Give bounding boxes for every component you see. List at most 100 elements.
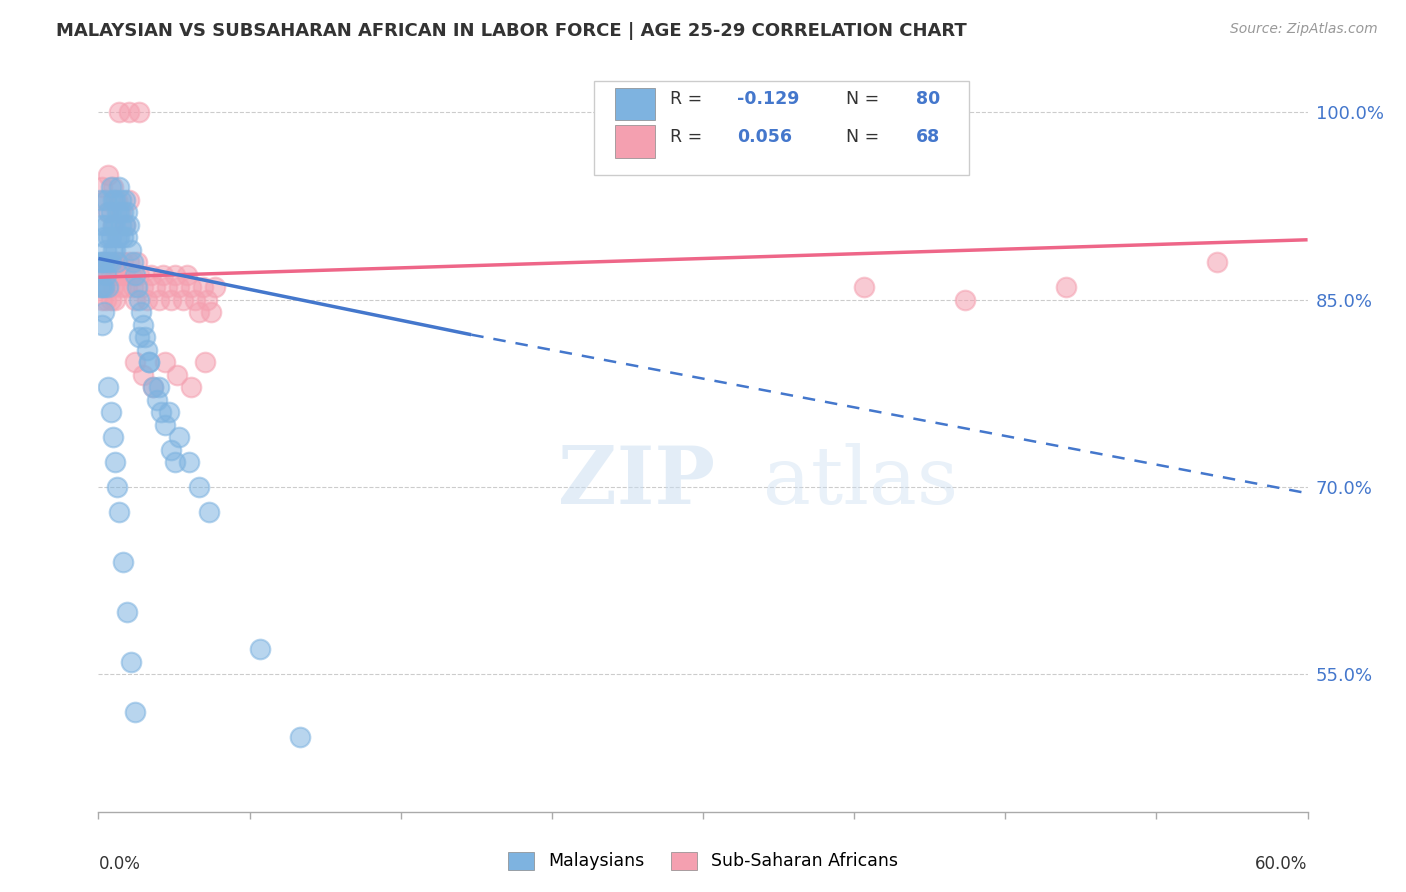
Point [91,280,114,294]
Point [146,392,169,407]
Point [179,455,201,469]
Point [91,180,114,194]
Point [101,218,124,232]
Point [114,193,136,207]
Point [103,193,125,207]
Point [101,193,124,207]
Point [143,280,166,294]
Point [91,218,114,232]
Point [89,268,111,282]
Point [288,730,311,744]
Point [149,405,172,419]
Point [101,280,124,294]
Point [160,442,183,457]
Point [167,430,190,444]
Point [100,230,122,244]
Point [135,293,157,307]
Text: 0.0%: 0.0% [98,855,141,873]
Point [96,293,118,307]
Text: N =: N = [845,128,884,145]
Point [91,255,114,269]
Point [180,380,202,394]
Point [114,268,136,282]
Point [853,280,876,294]
Point [101,218,124,232]
Point [194,355,217,369]
Point [97,230,120,244]
Point [100,255,122,269]
Point [93,305,115,319]
Point [115,280,138,294]
Text: N =: N = [845,90,884,108]
Point [132,368,155,382]
Point [135,343,157,357]
Point [1054,280,1077,294]
Point [148,380,170,394]
Text: 68: 68 [915,128,941,145]
Point [101,430,124,444]
Text: Source: ZipAtlas.com: Source: ZipAtlas.com [1230,22,1378,37]
Point [93,255,115,269]
Point [89,280,111,294]
Point [97,380,120,394]
Point [103,268,125,282]
Text: ZIP: ZIP [558,443,714,521]
Point [124,355,146,369]
Point [101,255,124,269]
Point [198,505,221,519]
Point [100,293,122,307]
Point [100,268,122,282]
Point [120,243,142,257]
Point [166,368,188,382]
Point [180,280,202,294]
Point [107,180,129,194]
Point [103,293,125,307]
Point [110,193,132,207]
Point [107,268,129,282]
Point [91,318,114,332]
Point [139,268,162,282]
Point [96,218,118,232]
Point [105,255,128,269]
Legend: Malaysians, Sub-Saharan Africans: Malaysians, Sub-Saharan Africans [509,852,897,871]
Text: -0.129: -0.129 [737,90,799,108]
Point [125,255,148,269]
Point [111,555,134,569]
Point [124,268,146,282]
Point [105,205,128,219]
Point [105,480,128,494]
Point [93,230,115,244]
Point [107,205,129,219]
Point [152,268,174,282]
Point [188,305,211,319]
Point [114,218,136,232]
Point [110,205,132,219]
Point [157,405,180,419]
Point [128,293,150,307]
Point [118,255,141,269]
Point [163,455,186,469]
Point [110,280,132,294]
Point [96,243,118,257]
Point [107,505,129,519]
Point [93,280,115,294]
Text: MALAYSIAN VS SUBSAHARAN AFRICAN IN LABOR FORCE | AGE 25-29 CORRELATION CHART: MALAYSIAN VS SUBSAHARAN AFRICAN IN LABOR… [56,22,967,40]
Text: 60.0%: 60.0% [1256,855,1308,873]
Point [89,193,111,207]
Point [103,455,125,469]
Point [172,293,194,307]
Point [115,230,138,244]
Point [91,293,114,307]
Point [115,205,138,219]
Point [184,293,207,307]
Point [101,180,124,194]
Point [249,642,271,657]
Point [103,218,125,232]
Point [105,230,128,244]
Point [107,105,129,120]
Point [121,280,143,294]
Point [97,280,120,294]
Point [96,193,118,207]
Point [114,218,136,232]
Bar [614,88,655,120]
